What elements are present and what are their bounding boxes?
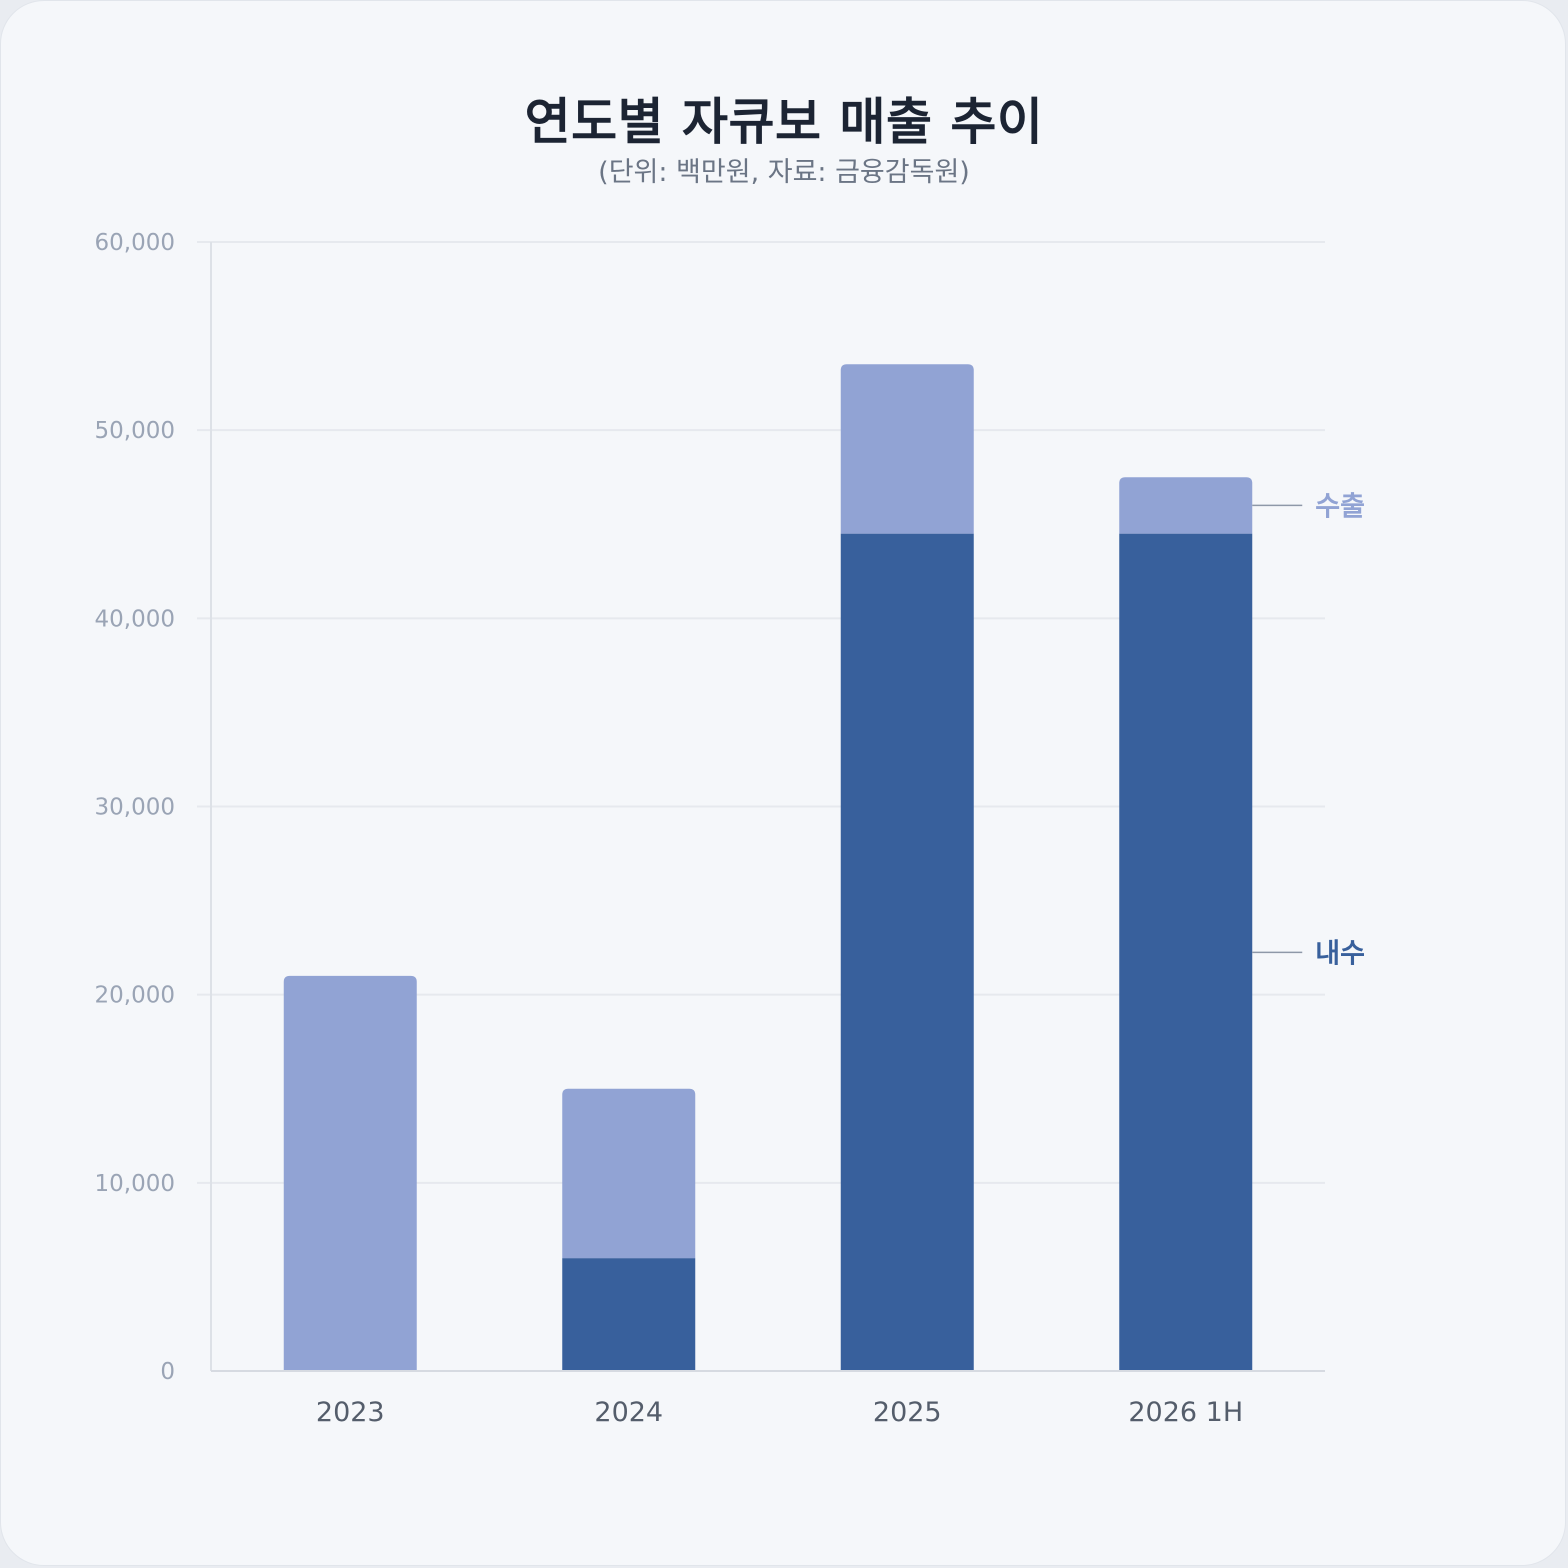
x-tick-label: 2023 — [316, 1397, 385, 1428]
bar-export-0 — [283, 975, 417, 1371]
x-tick-label: 2024 — [594, 1397, 663, 1428]
y-tick-label: 20,000 — [95, 983, 175, 1009]
y-tick-label: 60,000 — [95, 230, 175, 256]
bar-domestic-1 — [562, 1258, 696, 1371]
bar-export-2 — [840, 364, 974, 534]
series-label-domestic: 내수 — [1315, 938, 1365, 969]
chart-subtitle: (단위: 백만원, 자료: 금융감독원) — [598, 157, 970, 188]
bar-domestic-2 — [840, 533, 974, 1371]
bars — [283, 364, 1253, 1371]
bar-export-1 — [562, 1088, 696, 1259]
labels: 2023 2024 2025 2026 1H 내수 수출 — [316, 491, 1365, 1428]
axes: 0 10,000 20,000 30,000 40,000 50,000 60,000 — [95, 230, 1325, 1385]
chart-title: 연도별 자큐보 매출 추이 — [524, 93, 1044, 151]
y-tick-label: 30,000 — [95, 795, 175, 821]
x-tick-label: 2026 1H — [1128, 1397, 1243, 1428]
series-label-export: 수출 — [1315, 491, 1365, 522]
y-tick-label: 0 — [160, 1359, 175, 1385]
bar-domestic-3 — [1119, 533, 1253, 1371]
y-tick-label: 40,000 — [95, 606, 175, 632]
x-tick-label: 2025 — [873, 1397, 942, 1428]
y-tick-label: 10,000 — [95, 1171, 175, 1197]
y-tick-label: 50,000 — [95, 418, 175, 444]
bar-export-3 — [1119, 477, 1253, 534]
